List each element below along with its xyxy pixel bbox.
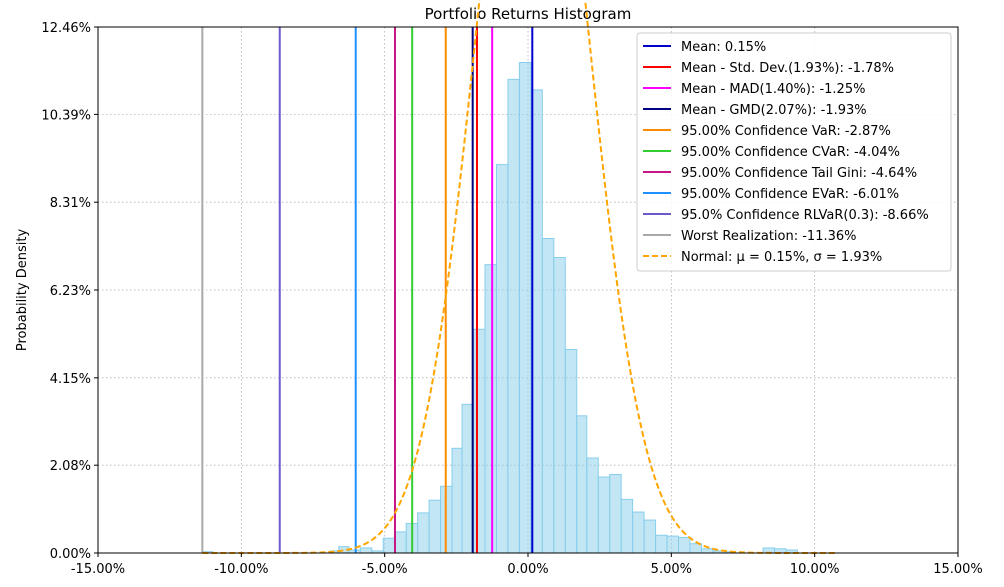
- histogram-bar: [518, 61, 532, 554]
- y-tick-label: 2.08%: [50, 459, 91, 474]
- histogram-bar: [576, 415, 588, 554]
- y-tick-label: 4.15%: [50, 372, 91, 387]
- y-tick-label: 0.00%: [50, 547, 91, 562]
- legend-label: 95.00% Confidence EVaR: -6.01%: [681, 187, 899, 202]
- chart-title: Portfolio Returns Histogram: [425, 5, 632, 23]
- legend-label: 95.0% Confidence RLVaR(0.3): -8.66%: [681, 208, 929, 223]
- legend-label: Mean - Std. Dev.(1.93%): -1.78%: [681, 61, 894, 76]
- legend-label: Mean - GMD(2.07%): -1.93%: [681, 103, 867, 118]
- normal-curve: [202, 0, 838, 554]
- histogram-bar: [484, 264, 497, 554]
- legend-label: Worst Realization: -11.36%: [681, 229, 857, 244]
- x-tick-label: 15.00%: [933, 562, 983, 577]
- histogram-bar: [451, 447, 463, 554]
- x-tick-label: -10.00%: [214, 562, 268, 577]
- histogram-bar: [666, 535, 679, 554]
- histogram-bar: [428, 499, 442, 554]
- axes: -15.00% -10.00% -5.00% 0.00% 5.00% 10.00% 15.0…: [41, 21, 982, 577]
- histogram-bar: [473, 328, 486, 554]
- x-tick-label: 0.00%: [507, 562, 548, 577]
- histogram-bar: [632, 511, 645, 554]
- histogram-bar: [597, 476, 611, 554]
- histogram-bar: [382, 537, 396, 554]
- histogram-bar: [678, 536, 691, 554]
- histogram-bar: [620, 498, 634, 554]
- x-tick-label: -5.00%: [362, 562, 408, 577]
- legend-label: Mean - MAD(1.40%): -1.25%: [681, 82, 865, 97]
- x-tick-label: 5.00%: [651, 562, 692, 577]
- legend-label: 95.00% Confidence CVaR: -4.04%: [681, 145, 900, 160]
- legend-label: 95.00% Confidence VaR: -2.87%: [681, 124, 891, 139]
- x-tick-label: 10.00%: [790, 562, 840, 577]
- legend: Mean: 0.15% Mean - Std. Dev.(1.93%): -1.7…: [636, 32, 952, 272]
- legend-label: 95.00% Confidence Tail Gini: -4.64%: [681, 166, 917, 181]
- reference-lines: [201, 0, 838, 554]
- legend-label: Normal: μ = 0.15%, σ = 1.93%: [681, 250, 882, 265]
- x-tick-label: -15.00%: [71, 562, 125, 577]
- histogram-bar: [553, 256, 566, 554]
- histogram-bar: [394, 531, 407, 554]
- histogram-bar: [564, 349, 578, 554]
- legend-box: [636, 32, 952, 272]
- histogram-bar: [359, 547, 373, 554]
- histogram-bar: [655, 534, 668, 554]
- legend-label: Mean: 0.15%: [681, 40, 766, 55]
- y-tick-label: 10.39%: [41, 108, 91, 123]
- histogram-bar: [586, 457, 599, 554]
- histogram-bar: [417, 512, 430, 554]
- histogram-bar: [700, 548, 714, 554]
- histogram-bar: [495, 164, 509, 554]
- y-tick-label: 6.23%: [50, 284, 91, 299]
- histogram-bar: [541, 237, 555, 554]
- y-axis-label: Probability Density: [15, 229, 30, 352]
- y-tick-label: 8.31%: [50, 196, 91, 211]
- y-tick-label: 12.46%: [41, 21, 91, 36]
- histogram-bar: [609, 473, 622, 554]
- histogram-bar: [643, 519, 657, 554]
- histogram-bar: [507, 78, 520, 554]
